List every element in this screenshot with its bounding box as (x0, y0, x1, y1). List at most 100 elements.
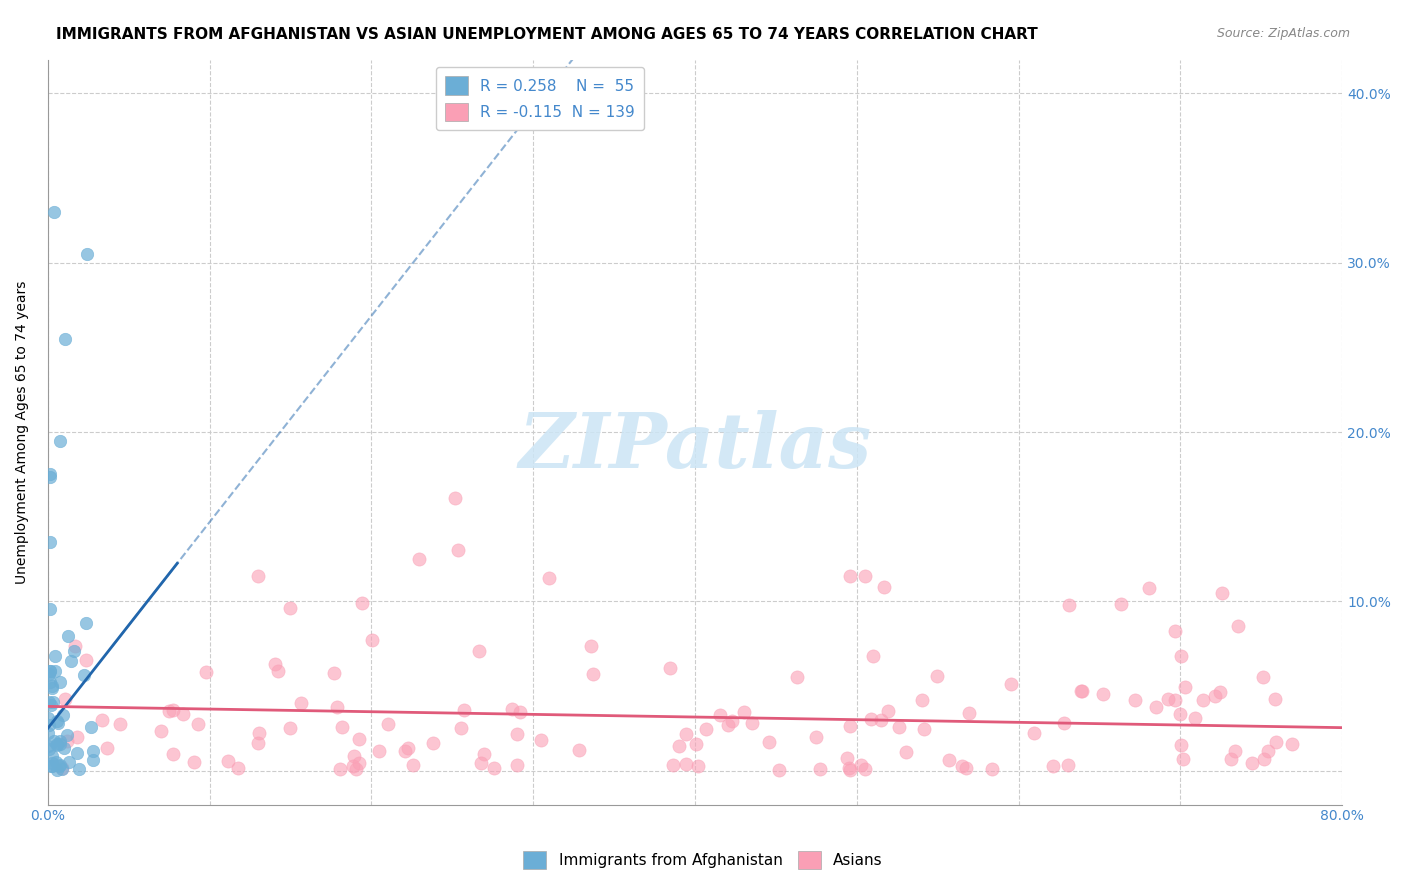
Point (39, 467, 62, 482)
Point (859, 712, 882, 726)
Point (1059, 598, 1081, 612)
Point (530, 732, 553, 747)
Point (837, 751, 859, 765)
Point (278, 721, 301, 735)
Point (52, 741, 75, 756)
Point (247, 569, 270, 583)
Point (675, 757, 697, 772)
Point (344, 762, 367, 776)
Point (509, 705, 531, 719)
Point (349, 756, 371, 770)
Point (768, 763, 790, 777)
Point (443, 491, 465, 505)
Point (226, 762, 249, 776)
Point (39, 758, 62, 772)
Point (470, 756, 492, 771)
Point (41, 695, 63, 709)
Point (91, 713, 114, 727)
Point (839, 719, 862, 733)
Text: ZIPatlas: ZIPatlas (519, 410, 872, 484)
Point (957, 706, 980, 720)
Point (981, 762, 1004, 776)
Point (41, 756, 63, 770)
Point (172, 707, 194, 722)
Point (247, 725, 270, 739)
Point (1123, 693, 1146, 707)
Point (468, 644, 491, 658)
Point (48, 759, 70, 773)
Point (1168, 707, 1191, 722)
Point (686, 759, 709, 773)
Point (46, 764, 69, 778)
Text: Source: ZipAtlas.com: Source: ZipAtlas.com (1216, 27, 1350, 40)
Point (267, 664, 290, 678)
Point (1257, 744, 1279, 758)
Point (927, 669, 949, 683)
Point (48, 434, 70, 448)
Point (853, 569, 876, 583)
Point (733, 706, 755, 720)
Point (1204, 690, 1226, 704)
Point (537, 571, 560, 585)
Point (839, 569, 862, 583)
Point (1219, 752, 1241, 766)
Point (150, 723, 173, 738)
Point (1000, 676, 1022, 690)
Point (1163, 624, 1185, 638)
Point (1137, 581, 1160, 595)
Point (450, 721, 472, 735)
Point (183, 755, 205, 769)
Point (217, 754, 239, 768)
Point (39, 535, 62, 549)
Point (662, 757, 685, 772)
Point (49, 737, 72, 751)
Point (1170, 649, 1192, 664)
Point (56, 733, 79, 747)
Point (717, 717, 740, 731)
Point (1070, 684, 1092, 698)
Point (67, 762, 90, 776)
Point (162, 703, 184, 717)
Point (51, 762, 73, 776)
Point (685, 737, 707, 751)
Point (422, 736, 444, 750)
Point (1157, 691, 1180, 706)
Point (453, 703, 475, 717)
Point (41, 758, 63, 772)
Point (1057, 757, 1080, 772)
Point (41, 748, 63, 763)
Point (721, 714, 744, 728)
Point (1092, 687, 1115, 701)
Point (894, 745, 917, 759)
Point (887, 720, 910, 734)
Point (758, 734, 780, 748)
Point (447, 543, 470, 558)
Point (278, 600, 301, 615)
Point (37, 711, 59, 725)
Point (741, 715, 763, 730)
Point (110, 717, 132, 731)
Point (396, 741, 419, 756)
Point (950, 759, 973, 773)
Point (326, 700, 349, 714)
Point (53, 332, 76, 346)
Point (80, 721, 103, 735)
Point (52, 708, 75, 723)
Point (42, 205, 65, 219)
Point (263, 657, 285, 671)
Point (44, 664, 66, 678)
Point (66, 746, 89, 760)
Point (38, 742, 60, 756)
Point (39, 698, 62, 712)
Point (1251, 670, 1274, 684)
Point (806, 730, 828, 744)
Point (38, 717, 60, 731)
Point (408, 552, 430, 566)
Point (582, 667, 605, 681)
Point (695, 723, 717, 737)
Point (323, 665, 346, 680)
Point (1225, 744, 1247, 758)
Point (45, 714, 67, 728)
Point (1022, 725, 1045, 739)
Point (58, 755, 80, 769)
